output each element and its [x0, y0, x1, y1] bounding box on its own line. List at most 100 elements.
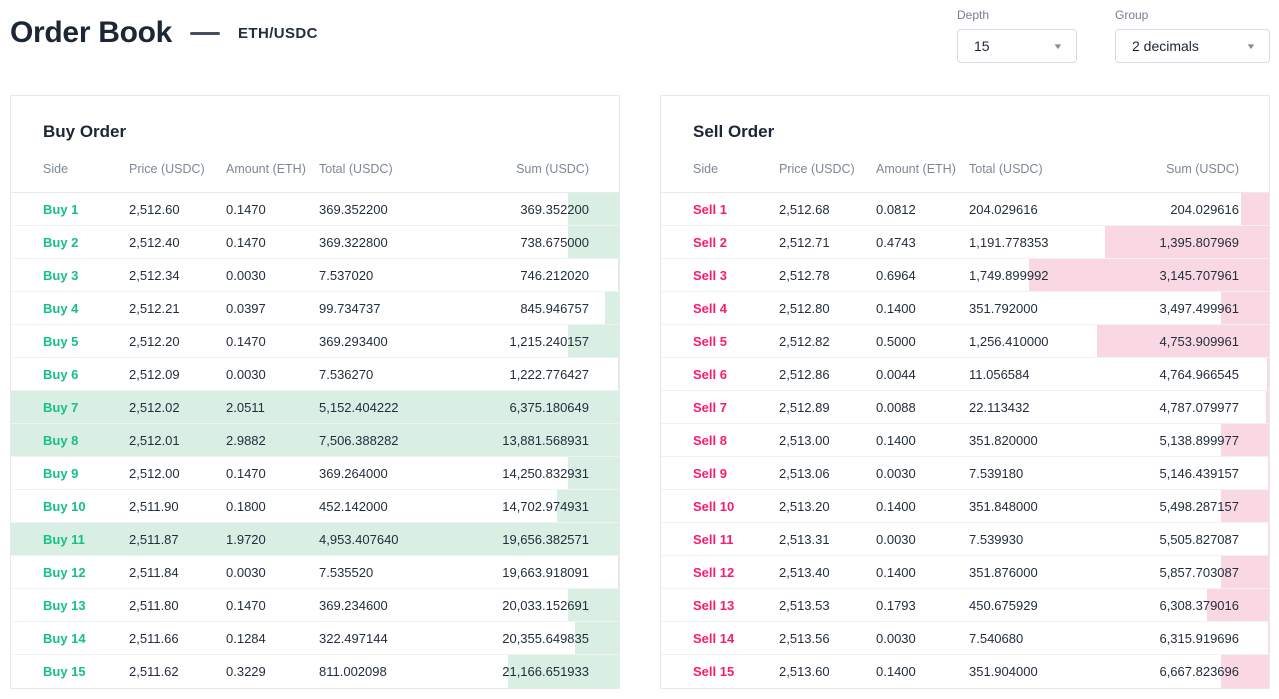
- price-cell: 2,511.80: [129, 597, 179, 613]
- buy-rows: Buy 1 2,512.60 0.1470 369.352200 369.352200 B…: [11, 193, 619, 688]
- side-cell: Buy 3: [43, 267, 79, 283]
- price-cell: 2,513.56: [779, 630, 830, 646]
- buy-order-row[interactable]: Buy 2 2,512.40 0.1470 369.322800 738.675000: [11, 226, 619, 259]
- sell-order-row[interactable]: Sell 3 2,512.78 0.6964 1,749.899992 3,145.70…: [661, 259, 1269, 292]
- group-label: Group: [1115, 8, 1149, 22]
- buy-order-row[interactable]: Buy 14 2,511.66 0.1284 322.497144 20,355.649…: [11, 622, 619, 655]
- sum-cell: 3,497.499961: [1159, 300, 1239, 316]
- sell-order-row[interactable]: Sell 12 2,513.40 0.1400 351.876000 5,857.703…: [661, 556, 1269, 589]
- side-cell: Sell 11: [693, 531, 734, 547]
- sum-cell: 5,505.827087: [1159, 531, 1239, 547]
- side-cell: Buy 4: [43, 300, 79, 316]
- side-cell: Sell 5: [693, 333, 727, 349]
- price-cell: 2,512.40: [129, 234, 180, 250]
- amount-cell: 0.1793: [876, 597, 916, 613]
- sum-cell: 20,355.649835: [502, 630, 589, 646]
- group-select[interactable]: 2 decimals ▼: [1115, 29, 1270, 63]
- total-cell: 452.142000: [319, 498, 388, 514]
- buy-order-row[interactable]: Buy 5 2,512.20 0.1470 369.293400 1,215.24015…: [11, 325, 619, 358]
- sum-cell: 19,663.918091: [502, 564, 589, 580]
- sell-order-row[interactable]: Sell 14 2,513.56 0.0030 7.540680 6,315.91969…: [661, 622, 1269, 655]
- price-cell: 2,512.71: [779, 234, 830, 250]
- sell-order-row[interactable]: Sell 6 2,512.86 0.0044 11.056584 4,764.96654…: [661, 358, 1269, 391]
- total-cell: 351.876000: [969, 564, 1038, 580]
- depth-select[interactable]: 15 ▼: [957, 29, 1077, 63]
- amount-cell: 0.6964: [876, 267, 916, 283]
- price-cell: 2,512.20: [129, 333, 180, 349]
- page-title: Order Book: [10, 16, 173, 49]
- sell-order-row[interactable]: Sell 2 2,512.71 0.4743 1,191.778353 1,395.80…: [661, 226, 1269, 259]
- total-cell: 99.734737: [319, 300, 381, 316]
- sell-order-row[interactable]: Sell 7 2,512.89 0.0088 22.113432 4,787.07997…: [661, 391, 1269, 424]
- sell-order-row[interactable]: Sell 15 2,513.60 0.1400 351.904000 6,667.823…: [661, 655, 1269, 688]
- side-cell: Buy 14: [43, 630, 86, 646]
- sell-order-panel: Sell Order Side Price (USDC) Amount (ETH…: [660, 95, 1270, 689]
- sell-order-row[interactable]: Sell 5 2,512.82 0.5000 1,256.410000 4,753.90…: [661, 325, 1269, 358]
- side-cell: Buy 15: [43, 664, 86, 679]
- buy-order-row[interactable]: Buy 6 2,512.09 0.0030 7.536270 1,222.776427: [11, 358, 619, 391]
- sum-cell: 1,222.776427: [509, 366, 589, 382]
- price-cell: 2,512.34: [129, 267, 180, 283]
- sell-order-row[interactable]: Sell 8 2,513.00 0.1400 351.820000 5,138.8999…: [661, 424, 1269, 457]
- buy-order-row[interactable]: Buy 1 2,512.60 0.1470 369.352200 369.352200: [11, 193, 619, 226]
- buy-order-row[interactable]: Buy 8 2,512.01 2.9882 7,506.388282 13,881.56…: [11, 424, 619, 457]
- column-sum: Sum (USDC): [516, 161, 589, 176]
- side-cell: Sell 2: [693, 234, 727, 250]
- depth-bar: [1220, 292, 1269, 324]
- amount-cell: 0.0030: [226, 564, 266, 580]
- sum-cell: 6,667.823696: [1159, 664, 1239, 679]
- depth-bar: [1267, 457, 1269, 489]
- sell-order-row[interactable]: Sell 11 2,513.31 0.0030 7.539930 5,505.82708…: [661, 523, 1269, 556]
- buy-order-row[interactable]: Buy 12 2,511.84 0.0030 7.535520 19,663.91809…: [11, 556, 619, 589]
- buy-order-row[interactable]: Buy 13 2,511.80 0.1470 369.234600 20,033.152…: [11, 589, 619, 622]
- depth-bar: [617, 259, 619, 291]
- sum-cell: 19,656.382571: [502, 531, 589, 547]
- buy-order-row[interactable]: Buy 11 2,511.87 1.9720 4,953.407640 19,656.3…: [11, 523, 619, 556]
- depth-bar: [1028, 259, 1269, 291]
- total-cell: 369.352200: [319, 201, 388, 217]
- sell-rows: Sell 1 2,512.68 0.0812 204.029616 204.029616…: [661, 193, 1269, 688]
- sell-order-row[interactable]: Sell 13 2,513.53 0.1793 450.675929 6,308.379…: [661, 589, 1269, 622]
- sell-order-row[interactable]: Sell 9 2,513.06 0.0030 7.539180 5,146.439157: [661, 457, 1269, 490]
- price-cell: 2,513.53: [779, 597, 830, 613]
- sell-order-row[interactable]: Sell 10 2,513.20 0.1400 351.848000 5,498.287…: [661, 490, 1269, 523]
- total-cell: 5,152.404222: [319, 399, 399, 415]
- amount-cell: 0.0030: [226, 267, 266, 283]
- controls: Depth 15 ▼ Group 2 decimals ▼: [957, 8, 1270, 63]
- buy-order-row[interactable]: Buy 10 2,511.90 0.1800 452.142000 14,702.974…: [11, 490, 619, 523]
- side-cell: Buy 9: [43, 465, 79, 481]
- buy-order-row[interactable]: Buy 9 2,512.00 0.1470 369.264000 14,250.8329…: [11, 457, 619, 490]
- amount-cell: 2.9882: [226, 432, 266, 448]
- side-cell: Buy 1: [43, 201, 79, 217]
- depth-bar: [1267, 523, 1269, 555]
- depth-bar: [11, 391, 619, 423]
- side-cell: Buy 10: [43, 498, 86, 514]
- group-value: 2 decimals: [1132, 38, 1199, 54]
- amount-cell: 0.4743: [876, 234, 916, 250]
- price-cell: 2,512.02: [129, 399, 180, 415]
- price-cell: 2,512.09: [129, 366, 180, 382]
- amount-cell: 0.0397: [226, 300, 266, 316]
- buy-order-row[interactable]: Buy 4 2,512.21 0.0397 99.734737 845.946757: [11, 292, 619, 325]
- depth-bar: [568, 589, 619, 621]
- total-cell: 4,953.407640: [319, 531, 399, 547]
- buy-order-row[interactable]: Buy 3 2,512.34 0.0030 7.537020 746.212020: [11, 259, 619, 292]
- depth-bar: [1267, 622, 1269, 654]
- amount-cell: 0.1400: [876, 432, 916, 448]
- sum-cell: 4,787.079977: [1159, 399, 1239, 415]
- price-cell: 2,513.20: [779, 498, 830, 514]
- side-cell: Buy 11: [43, 531, 85, 547]
- price-cell: 2,513.00: [779, 432, 830, 448]
- depth-bar: [1265, 391, 1269, 423]
- sum-cell: 746.212020: [520, 267, 589, 283]
- sum-cell: 20,033.152691: [502, 597, 589, 613]
- sum-cell: 845.946757: [520, 300, 589, 316]
- side-cell: Buy 5: [43, 333, 79, 349]
- buy-order-row[interactable]: Buy 15 2,511.62 0.3229 811.002098 21,166.651…: [11, 655, 619, 688]
- sell-order-row[interactable]: Sell 4 2,512.80 0.1400 351.792000 3,497.4999…: [661, 292, 1269, 325]
- side-cell: Sell 9: [693, 465, 727, 481]
- depth-bar: [1240, 193, 1269, 225]
- amount-cell: 0.1284: [226, 630, 266, 646]
- buy-order-row[interactable]: Buy 7 2,512.02 2.0511 5,152.404222 6,375.180…: [11, 391, 619, 424]
- sell-order-row[interactable]: Sell 1 2,512.68 0.0812 204.029616 204.029616: [661, 193, 1269, 226]
